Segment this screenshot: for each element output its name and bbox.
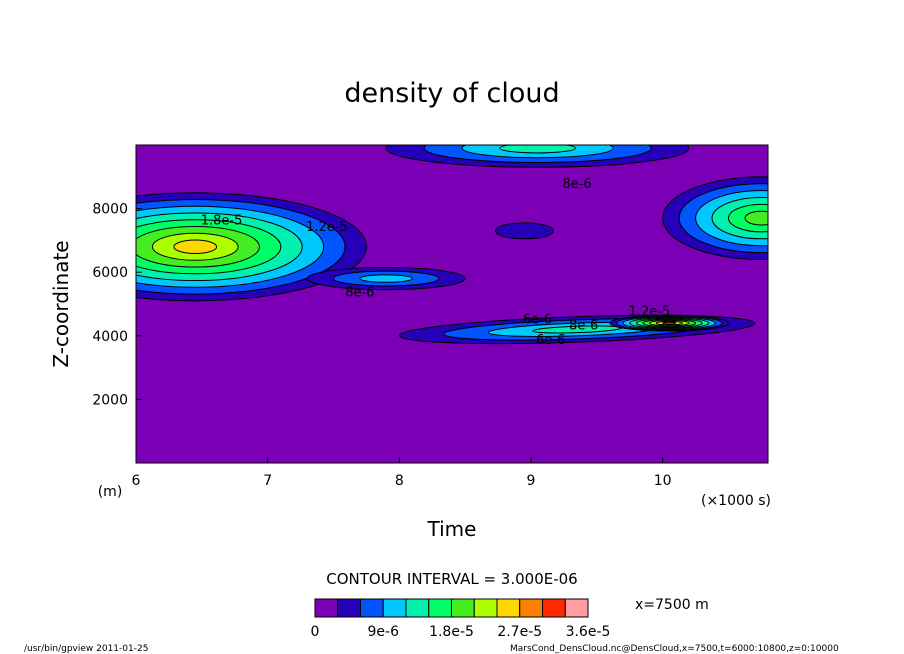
contour-band [359,274,413,283]
contour-band [499,145,576,154]
y-tick-label: 4000 [92,329,128,345]
contour-value-label: 1.2e-5 [629,304,671,319]
x-axis-label: Time [427,517,477,541]
footer-left: /usr/bin/gpview 2011-01-25 [24,644,148,654]
colorbar-tick-label: 2.7e-5 [497,624,542,640]
colorbar-swatch [360,598,384,618]
x-unit-label: (×1000 s) [701,493,771,509]
colorbar-swatch [405,598,430,618]
contour-value-label: 6e-6 [523,312,552,327]
colorbar-tick-label: 0 [311,624,320,640]
cloud-layer-upper-left [136,192,367,302]
contour-fields [136,145,768,345]
x-tick-label: 8 [395,473,404,489]
y-axis: 2000 4000 6000 8000 [92,202,142,408]
x-tick-label: 6 [132,473,141,489]
y-tick-label: 6000 [92,265,128,281]
colorbar-swatch [337,598,361,618]
y-unit-label: (m) [98,484,123,500]
x-tick-label: 7 [263,473,272,489]
colorbar-swatch [451,598,475,618]
contour-band [744,210,768,226]
contour-value-label: 1.8e-5 [201,214,243,229]
colorbar-swatch [382,598,407,618]
colorbar-swatch [314,598,339,618]
plot-area [136,145,768,463]
colorbar-swatch [564,598,589,618]
y-tick-label: 2000 [92,392,128,408]
contour-labels: 8e-6 1.8e-5 1.2e-5 8e-6 6e-6 1.2e-5 6e-6 8e-6 [201,177,671,348]
colorbar-tick-label: 3.6e-5 [566,624,611,640]
contour-band [173,239,218,255]
contour-value-label: 8e-6 [345,285,374,300]
x-tick-label: 9 [527,473,536,489]
colorbar-swatch [542,598,566,618]
cloud-layer-top [385,145,690,168]
colorbar-tick-label: 9e-6 [368,624,400,640]
contour-interval-text: CONTOUR INTERVAL = 3.000E-06 [326,570,577,588]
x-axis: 6 7 8 9 10 [132,457,672,489]
colorbar-swatch [473,598,498,618]
chart-title: density of cloud [344,78,559,109]
cloud-layer-mid [306,266,466,291]
colorbar-swatch [496,598,521,618]
contour-band [662,321,677,325]
contour-value-label: 8e-6 [569,319,598,334]
cloud-core-low [609,314,729,332]
annotation-x: x=7500 m [635,597,709,613]
cloud-layer-right [662,176,768,260]
contour-value-label: 6e-6 [536,333,565,348]
colorbar-swatch [428,598,452,618]
colorbar: 0 9e-6 1.8e-5 2.7e-5 3.6e-5 [311,598,611,640]
plot-frame [135,144,769,464]
background-fill [136,145,768,463]
colorbar-swatch [519,598,543,618]
y-axis-label: Z-coordinate [49,240,73,367]
x-tick-label: 10 [654,473,672,489]
y-tick-label: 8000 [92,202,128,218]
contour-band [494,222,554,240]
contour-value-label: 8e-6 [562,177,591,192]
cloud-blob-small [494,222,554,240]
colorbar-tick-label: 1.8e-5 [429,624,474,640]
footer-right: MarsCond_DensCloud.nc@DensCloud,x=7500,t… [510,644,839,654]
contour-value-label: 1.2e-5 [306,220,348,235]
